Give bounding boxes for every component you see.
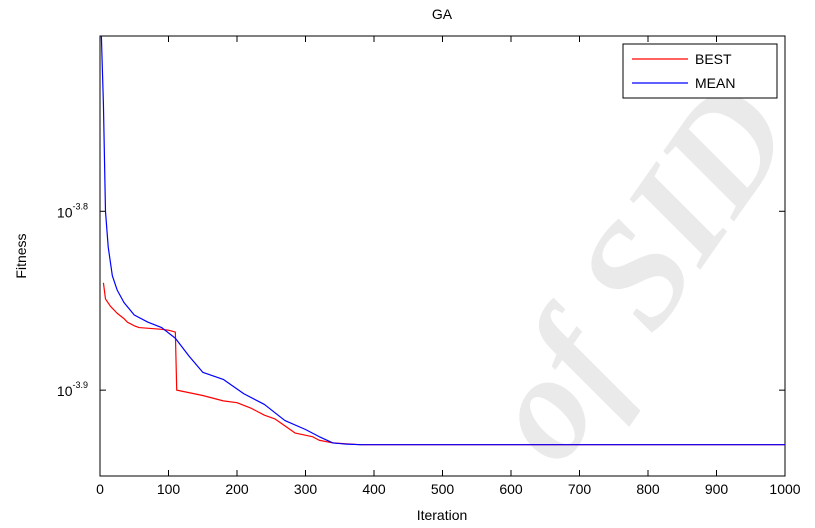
y-tick-exponent: -3.9 — [72, 380, 88, 390]
x-tick-label: 200 — [225, 481, 249, 497]
watermark: of SID — [451, 56, 815, 489]
x-tick-label: 300 — [294, 481, 318, 497]
y-axis-title: Fitness — [13, 233, 29, 278]
y-tick-label: 10-3.9 — [57, 380, 88, 399]
legend-box — [622, 43, 778, 99]
legend: BEST MEAN — [622, 43, 778, 99]
y-tick-base: 10 — [57, 204, 73, 220]
x-axis-title: Iteration — [417, 507, 468, 523]
series-layer — [100, 35, 785, 446]
series-line-mean — [100, 35, 785, 446]
legend-label-best: BEST — [695, 51, 732, 67]
x-tick-label: 100 — [157, 481, 181, 497]
x-tick-label: 600 — [499, 481, 523, 497]
x-tick-label: 500 — [431, 481, 455, 497]
legend-label-mean: MEAN — [695, 75, 735, 91]
x-tick-label: 400 — [362, 481, 386, 497]
y-tick-exponent: -3.8 — [72, 201, 88, 211]
x-tick-label: 1000 — [769, 481, 800, 497]
y-tick-label: 10-3.8 — [57, 201, 88, 220]
y-tick-base: 10 — [57, 383, 73, 399]
x-tick-label: 900 — [705, 481, 729, 497]
x-tick-label: 700 — [568, 481, 592, 497]
x-tick-label: 800 — [636, 481, 660, 497]
chart-title: GA — [432, 6, 453, 22]
axis-ticks: 0 100 200 300 400 500 600 700 800 900 100010-3.810… — [57, 36, 801, 497]
series-line-best — [102, 282, 785, 446]
x-tick-label: 0 — [96, 481, 104, 497]
